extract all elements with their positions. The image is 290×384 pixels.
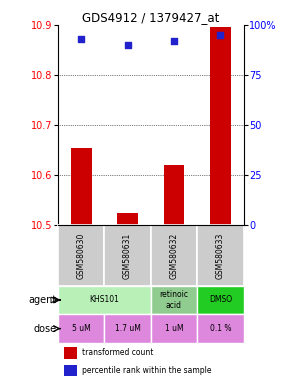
Bar (117, 213, 138, 225)
Bar (64, 348, 77, 359)
Text: GSM580631: GSM580631 (123, 232, 132, 279)
Bar (64, 365, 77, 376)
Title: GDS4912 / 1379427_at: GDS4912 / 1379427_at (82, 11, 220, 24)
Text: GSM580630: GSM580630 (77, 232, 86, 279)
Bar (210, 28, 231, 225)
Bar (197, 314, 244, 343)
Bar (58, 225, 104, 286)
Text: 1.7 uM: 1.7 uM (115, 324, 141, 333)
Point (218, 32, 223, 38)
Bar (71, 148, 92, 225)
Text: transformed count: transformed count (82, 348, 153, 358)
Bar (104, 314, 151, 343)
Text: 1 uM: 1 uM (165, 324, 183, 333)
Point (172, 38, 176, 44)
Bar (151, 286, 197, 314)
Text: DMSO: DMSO (209, 295, 232, 305)
Text: retinoic
acid: retinoic acid (160, 290, 188, 310)
Point (125, 42, 130, 48)
Text: 0.1 %: 0.1 % (210, 324, 231, 333)
Text: 5 uM: 5 uM (72, 324, 90, 333)
Bar (151, 314, 197, 343)
Text: dose: dose (34, 324, 57, 334)
Point (79, 36, 84, 42)
Bar (104, 225, 151, 286)
Text: percentile rank within the sample: percentile rank within the sample (82, 366, 212, 375)
Text: agent: agent (29, 295, 57, 305)
Bar (197, 225, 244, 286)
Text: GSM580633: GSM580633 (216, 232, 225, 279)
Text: KHS101: KHS101 (89, 295, 119, 305)
Text: GSM580632: GSM580632 (169, 232, 179, 279)
Bar (58, 286, 151, 314)
Bar (151, 225, 197, 286)
Bar (58, 314, 104, 343)
Bar (197, 286, 244, 314)
Bar (164, 166, 184, 225)
